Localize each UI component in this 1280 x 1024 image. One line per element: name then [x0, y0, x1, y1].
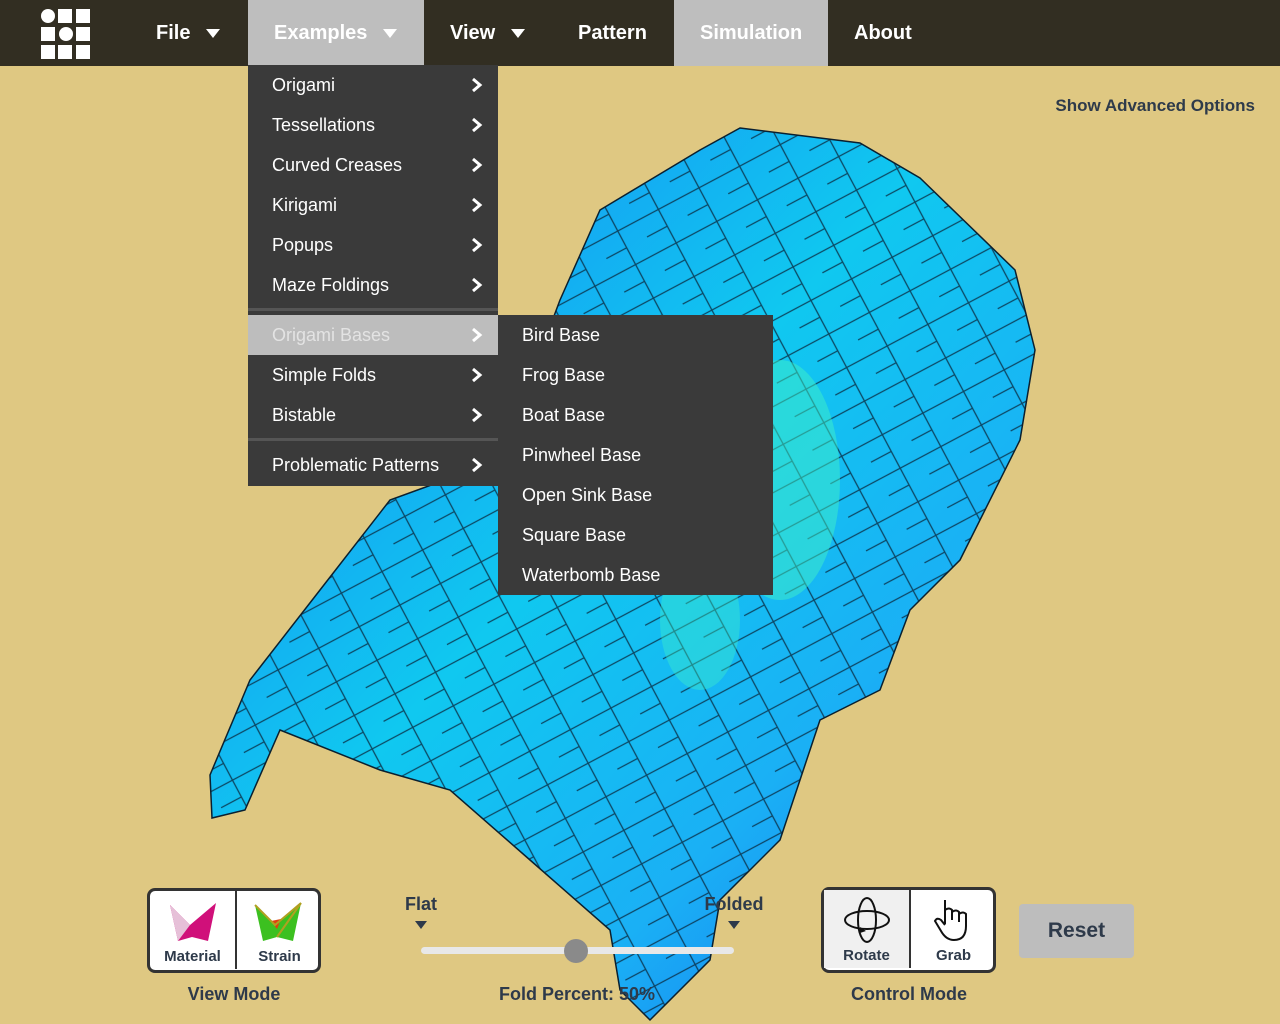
nav-pattern[interactable]: Pattern: [578, 0, 658, 66]
slider-knob[interactable]: [564, 939, 588, 963]
bases-submenu: Bird Base Frog Base Boat Base Pinwheel Base…: [498, 315, 773, 595]
button-label[interactable]: Rotate: [843, 947, 890, 964]
button-label[interactable]: Grab: [935, 947, 971, 964]
button-label[interactable]: Strain: [258, 948, 301, 965]
chevron: [472, 457, 483, 473]
menu-item[interactable]: Kirigami: [248, 185, 498, 225]
menu-item[interactable]: Origami: [248, 65, 498, 105]
nav-examples[interactable]: Examples: [248, 0, 424, 66]
chevron: [472, 117, 483, 133]
menu-item-label[interactable]: Kirigami: [272, 195, 338, 215]
submenu-item[interactable]: Bird Base: [522, 325, 601, 345]
material-icon: [170, 903, 216, 941]
chevron: [472, 157, 483, 173]
menu-item-label[interactable]: Bistable: [272, 405, 337, 425]
submenu-item[interactable]: Boat Base: [522, 405, 606, 425]
chevron: [472, 407, 483, 423]
slider-right-label: Folded: [704, 894, 764, 914]
submenu-item[interactable]: Open Sink Base: [522, 485, 653, 505]
menu-item-label[interactable]: Problematic Patterns: [272, 455, 440, 475]
menu-item-label[interactable]: Simple Folds: [272, 365, 377, 385]
examples-menu: Origami Tessellations Curved Creases Kiriga…: [248, 65, 498, 486]
menu-item-label[interactable]: Origami Bases: [272, 325, 391, 345]
view-mode-caption: View Mode: [187, 984, 281, 1004]
nav-label[interactable]: Simulation: [700, 22, 803, 44]
nav-about[interactable]: About: [854, 0, 934, 66]
strain-button[interactable]: Strain: [237, 891, 322, 969]
logo[interactable]: [40, 8, 92, 60]
menu-item[interactable]: Popups: [248, 225, 498, 265]
nav-file[interactable]: File: [156, 0, 236, 66]
rotate-icon: [844, 897, 890, 943]
nav-label[interactable]: View: [450, 22, 496, 44]
nav-label[interactable]: File: [156, 22, 191, 44]
submenu-item[interactable]: Frog Base: [522, 365, 606, 385]
chevron: [472, 237, 483, 253]
submenu-item[interactable]: Square Base: [522, 525, 627, 545]
submenu-item[interactable]: Waterbomb Base: [522, 565, 661, 585]
chevron: [472, 277, 483, 293]
menu-divider: [248, 438, 498, 441]
material-button[interactable]: Material: [150, 891, 237, 969]
menu-item-label[interactable]: Popups: [272, 235, 334, 255]
menu-divider: [248, 308, 498, 311]
chevron: [472, 327, 483, 343]
chevron: [472, 197, 483, 213]
menu-item-label[interactable]: Maze Foldings: [272, 275, 390, 295]
view-mode-toggle: Material Strain: [147, 888, 321, 973]
menu-item[interactable]: Origami Bases: [248, 315, 498, 355]
nav-label[interactable]: Examples: [274, 22, 368, 44]
advanced-options-link[interactable]: Show Advanced Options: [1055, 96, 1255, 115]
chevron: [472, 77, 483, 93]
nav-label[interactable]: About: [854, 22, 912, 44]
menu-item[interactable]: Tessellations: [248, 105, 498, 145]
menu-item-label[interactable]: Tessellations: [272, 115, 376, 135]
grab-button[interactable]: Grab: [911, 890, 996, 968]
control-mode-toggle: Rotate Grab: [821, 887, 996, 973]
nav-view[interactable]: View: [450, 0, 540, 66]
strain-icon: [254, 902, 302, 941]
chevron: [472, 367, 483, 383]
menu-item[interactable]: Curved Creases: [248, 145, 498, 185]
control-mode-caption: Control Mode: [851, 984, 967, 1004]
nav-simulation[interactable]: Simulation: [674, 0, 828, 66]
button-label[interactable]: Material: [164, 948, 221, 965]
menu-item-label[interactable]: Origami: [272, 75, 336, 95]
fold-slider: [415, 921, 740, 963]
rotate-button[interactable]: Rotate: [824, 890, 911, 968]
reset-button[interactable]: Reset: [1019, 904, 1134, 958]
fold-percent-caption: Fold Percent: 50%: [498, 984, 656, 1004]
menu-item[interactable]: Problematic Patterns: [248, 445, 498, 485]
menu-item-label[interactable]: Curved Creases: [272, 155, 403, 175]
submenu-item[interactable]: Pinwheel Base: [522, 445, 642, 465]
grab-icon: [933, 900, 967, 942]
menu-item[interactable]: Maze Foldings: [248, 265, 498, 305]
menu-item[interactable]: Simple Folds: [248, 355, 498, 395]
menu-item[interactable]: Bistable: [248, 395, 498, 435]
top-nav: File Examples View Pattern Simulation Ab…: [0, 0, 1280, 66]
slider-left-label: Flat: [404, 894, 437, 914]
nav-label[interactable]: Pattern: [578, 22, 647, 44]
